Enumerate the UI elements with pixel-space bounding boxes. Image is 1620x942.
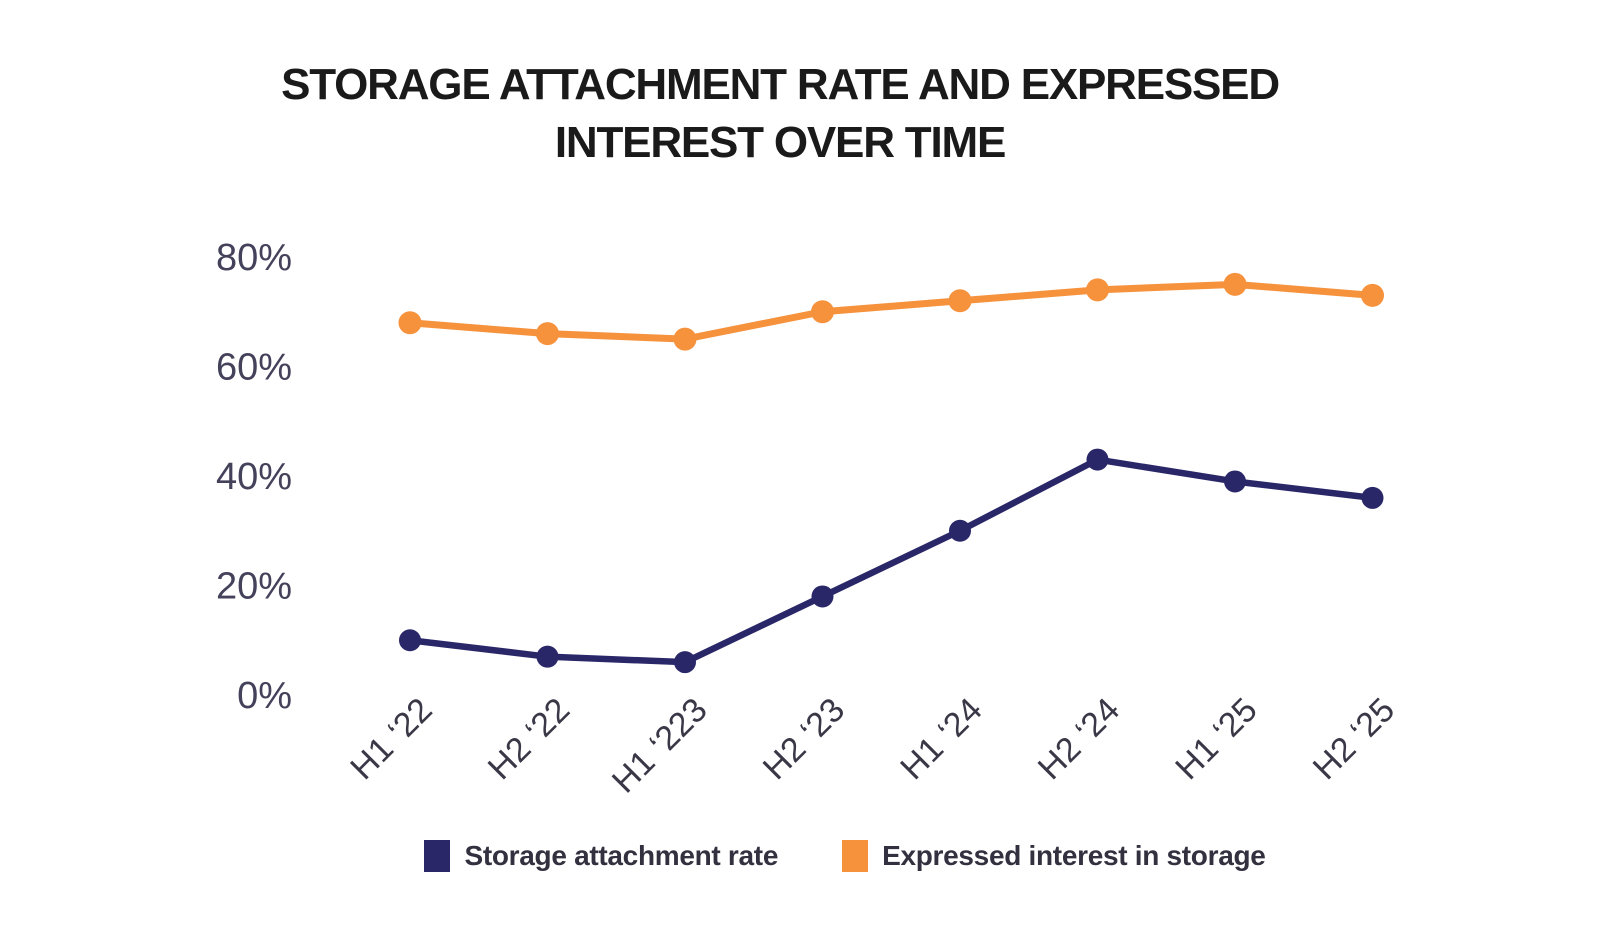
y-axis-tick-label: 20% <box>216 566 292 608</box>
legend-item-expressed-interest: Expressed interest in storage <box>842 840 1266 872</box>
series-line-orange <box>406 280 1376 343</box>
x-axis-tick-label: H1 ‘223 <box>605 691 715 801</box>
chart-title-line1: STORAGE ATTACHMENT RATE AND EXPRESSED <box>281 60 1280 109</box>
data-point-orange <box>673 327 697 351</box>
legend-label-storage-attachment-rate: Storage attachment rate <box>464 840 779 871</box>
series-line-navy <box>406 456 1376 666</box>
data-point-orange <box>1086 278 1109 302</box>
y-axis-tick-label: 0% <box>237 675 292 717</box>
x-axis-tick-label: H1 ‘24 <box>893 691 989 787</box>
data-point-orange <box>398 311 422 335</box>
data-point-orange <box>948 289 972 313</box>
legend-label-expressed-interest: Expressed interest in storage <box>882 840 1266 871</box>
data-point-navy <box>1224 470 1246 493</box>
chart-legend: Storage attachment rate Expressed intere… <box>0 840 1620 872</box>
x-axis-tick-label: H2 ‘24 <box>1031 691 1127 787</box>
y-axis-tick-label: 40% <box>216 456 292 498</box>
data-point-orange <box>811 300 834 324</box>
legend-item-storage-attachment-rate: Storage attachment rate <box>424 840 778 872</box>
y-axis-tick-label: 80% <box>216 237 292 279</box>
data-point-navy <box>949 519 971 542</box>
x-axis-tick-label: H2 ‘25 <box>1306 691 1402 787</box>
chart-title-line2: INTEREST OVER TIME <box>554 118 1006 168</box>
data-point-navy <box>1361 486 1384 509</box>
legend-swatch-navy-icon <box>424 840 451 872</box>
data-point-navy <box>1086 448 1109 471</box>
y-axis-tick-label: 60% <box>216 347 292 389</box>
x-axis-tick-label: H2 ‘23 <box>756 691 852 787</box>
data-point-orange <box>1223 272 1247 296</box>
data-point-orange <box>1361 283 1384 307</box>
data-point-navy <box>674 651 696 674</box>
data-point-navy <box>399 629 421 652</box>
data-point-navy <box>536 645 559 668</box>
x-axis-tick-label: H2 ‘22 <box>481 691 577 787</box>
x-axis-tick-label: H1 ‘22 <box>343 691 439 787</box>
data-point-navy <box>811 585 834 608</box>
x-axis-tick-label: H1 ‘25 <box>1168 691 1264 787</box>
legend-swatch-orange-icon <box>842 840 869 872</box>
data-point-orange <box>536 322 559 346</box>
chart-title: STORAGE ATTACHMENT RATE AND EXPRESSED INT… <box>160 56 1400 172</box>
